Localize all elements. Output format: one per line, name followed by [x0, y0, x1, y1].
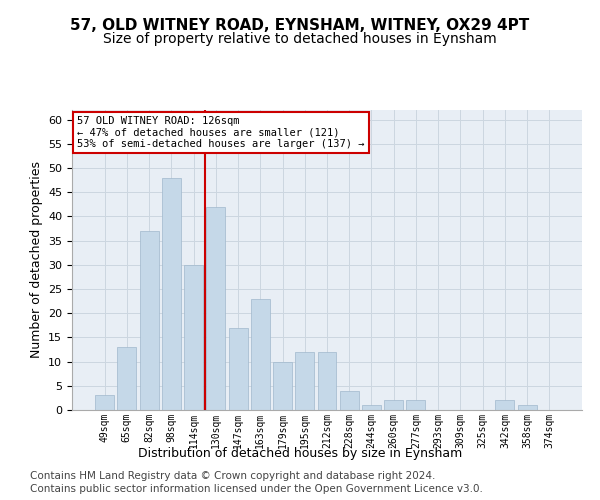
Bar	[406, 400, 425, 410]
Bar	[95, 396, 114, 410]
Text: Contains public sector information licensed under the Open Government Licence v3: Contains public sector information licen…	[30, 484, 483, 494]
Bar	[162, 178, 181, 410]
Bar	[229, 328, 248, 410]
Bar	[184, 265, 203, 410]
Bar	[340, 390, 359, 410]
Text: 57 OLD WITNEY ROAD: 126sqm
← 47% of detached houses are smaller (121)
53% of sem: 57 OLD WITNEY ROAD: 126sqm ← 47% of deta…	[77, 116, 365, 149]
Bar	[518, 405, 536, 410]
Bar	[140, 231, 158, 410]
Text: Contains HM Land Registry data © Crown copyright and database right 2024.: Contains HM Land Registry data © Crown c…	[30, 471, 436, 481]
Text: 57, OLD WITNEY ROAD, EYNSHAM, WITNEY, OX29 4PT: 57, OLD WITNEY ROAD, EYNSHAM, WITNEY, OX…	[70, 18, 530, 32]
Bar	[118, 347, 136, 410]
Text: Distribution of detached houses by size in Eynsham: Distribution of detached houses by size …	[138, 448, 462, 460]
Bar	[496, 400, 514, 410]
Bar	[251, 298, 270, 410]
Bar	[362, 405, 381, 410]
Bar	[317, 352, 337, 410]
Bar	[206, 207, 225, 410]
Bar	[273, 362, 292, 410]
Text: Size of property relative to detached houses in Eynsham: Size of property relative to detached ho…	[103, 32, 497, 46]
Bar	[384, 400, 403, 410]
Bar	[295, 352, 314, 410]
Y-axis label: Number of detached properties: Number of detached properties	[29, 162, 43, 358]
